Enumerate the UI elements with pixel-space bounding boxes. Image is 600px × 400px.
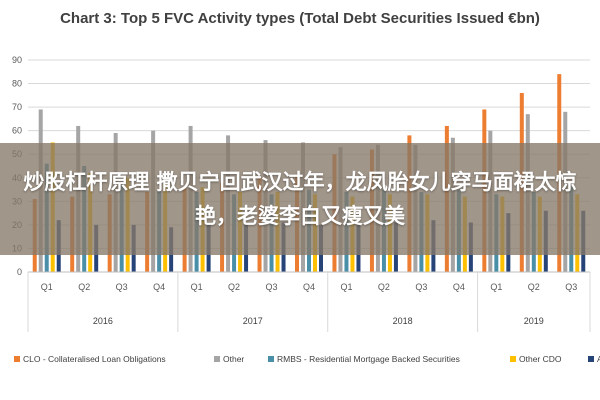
x-tick-label: Q1 [191,282,203,292]
legend-label: CLO - Collateralised Loan Obligations [23,354,166,364]
legend-label: ABCP [597,354,600,364]
legend-swatch [214,356,220,362]
legend-swatch [510,356,516,362]
legend: CLO - Collateralised Loan Obligations Oth… [14,354,600,364]
x-tick-label: Q2 [378,282,390,292]
legend-label: Other CDO [519,354,562,364]
x-tick-label: Q1 [490,282,502,292]
promo-overlay-banner[interactable]: 炒股杠杆原理 撒贝宁回武汉过年，龙凤胎女儿穿马面裙太惊艳，老婆李白又瘦又美 [0,143,600,255]
x-tick-label: Q3 [266,282,278,292]
y-tick-label: 80 [12,79,22,89]
y-tick-label: 60 [12,126,22,136]
x-tick-label: Q3 [565,282,577,292]
y-tick-label: 0 [17,267,22,277]
year-label: 2019 [524,316,544,326]
y-tick-label: 70 [12,102,22,112]
x-tick-label: Q4 [453,282,465,292]
year-label: 2016 [93,316,113,326]
x-tick-label: Q3 [415,282,427,292]
x-tick-label: Q3 [116,282,128,292]
overlay-headline[interactable]: 炒股杠杆原理 撒贝宁回武汉过年，龙凤胎女儿穿马面裙太惊艳，老婆李白又瘦又美 [23,170,577,228]
chart-title: Chart 3: Top 5 FVC Activity types (Total… [60,10,540,27]
x-tick-label: Q4 [153,282,165,292]
x-tick-label: Q4 [303,282,315,292]
legend-swatch [268,356,274,362]
legend-label: Other [223,354,244,364]
year-label: 2018 [393,316,413,326]
legend-swatch [14,356,20,362]
legend-swatch [588,356,594,362]
x-tick-label: Q2 [78,282,90,292]
x-tick-label: Q1 [41,282,53,292]
x-tick-label: Q1 [340,282,352,292]
x-axis-ticks: Q1 Q2 Q3 Q4 Q1 Q2 Q3 Q4 Q1 Q2 Q3 Q4 Q1 Q2 Q3 2016 2017 20… [27,271,591,332]
y-tick-label: 90 [12,55,22,65]
legend-label: RMBS - Residential Mortgage Backed Secur… [277,354,460,364]
x-tick-label: Q2 [228,282,240,292]
x-tick-label: Q2 [528,282,540,292]
year-label: 2017 [243,316,263,326]
